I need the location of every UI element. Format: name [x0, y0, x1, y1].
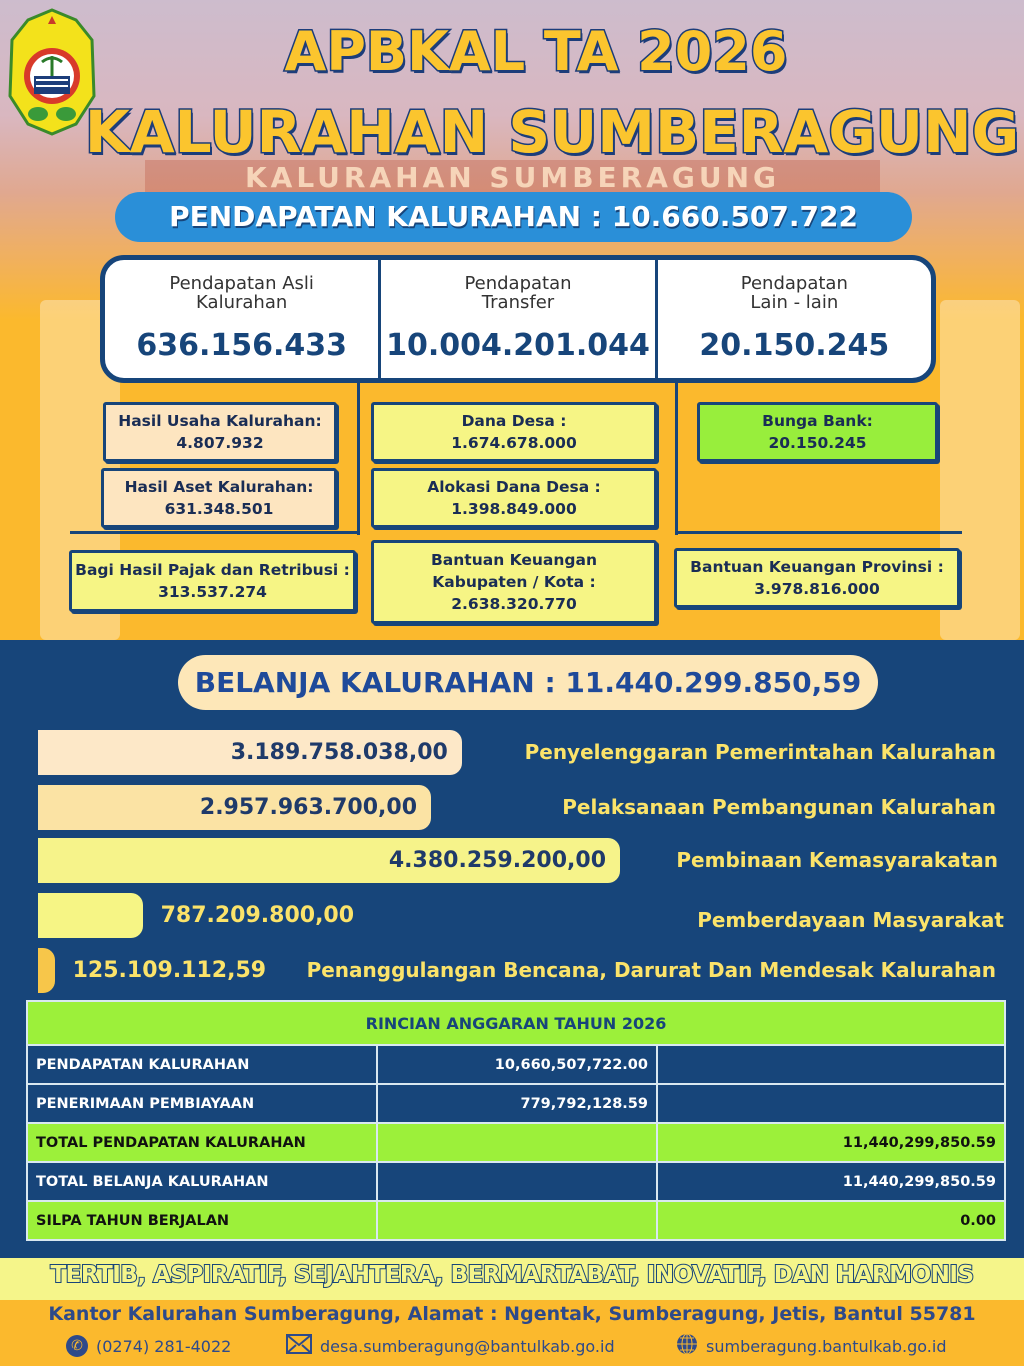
- category-value: 636.156.433: [136, 328, 347, 363]
- row-col3: 11,440,299,850.59: [656, 1122, 1006, 1163]
- belanja-bar-label: Penanggulangan Bencana, Darurat Dan Mend…: [306, 958, 996, 982]
- phone-icon: ✆: [66, 1335, 88, 1357]
- detail-value: 4.807.932: [176, 434, 264, 452]
- detail-value: 2.638.320.770: [451, 595, 577, 613]
- contact-website: sumberagung.bantulkab.go.id: [676, 1333, 947, 1359]
- belanja-bar: [38, 948, 55, 993]
- pendapatan-total: PENDAPATAN KALURAHAN : 10.660.507.722: [115, 192, 912, 242]
- belanja-bar-value: 3.189.758.038,00: [230, 740, 448, 765]
- category-pendapatan-transfer: Pendapatan Transfer 10.004.201.044: [381, 260, 654, 378]
- bantul-logo: [6, 6, 98, 138]
- row-col2: [376, 1200, 658, 1241]
- table-row: SILPA TAHUN BERJALAN 0.00: [26, 1200, 1006, 1241]
- detail-label: Alokasi Dana Desa :: [427, 478, 601, 496]
- table-row: TOTAL BELANJA KALURAHAN 11,440,299,850.59: [26, 1161, 1006, 1202]
- detail-bagi-hasil: Bagi Hasil Pajak dan Retribusi : 313.537.…: [69, 550, 356, 612]
- detail-label: Bantuan Keuangan Kabupaten / Kota :: [430, 551, 597, 591]
- tagline-band: [0, 1258, 1024, 1300]
- belanja-bar-label: Pelaksanaan Pembangunan Kalurahan: [562, 795, 996, 819]
- globe-icon: [676, 1333, 698, 1359]
- row-label: TOTAL BELANJA KALURAHAN: [26, 1161, 378, 1202]
- detail-dana-desa: Dana Desa : 1.674.678.000: [371, 402, 657, 462]
- detail-label: Dana Desa :: [461, 412, 567, 430]
- row-col2: [376, 1122, 658, 1163]
- detail-label: Bagi Hasil Pajak dan Retribusi :: [75, 561, 350, 579]
- phone-number: (0274) 281-4022: [96, 1336, 232, 1356]
- row-col3: 0.00: [656, 1200, 1006, 1241]
- mail-icon: [286, 1334, 312, 1358]
- row-col3: 11,440,299,850.59: [656, 1161, 1006, 1202]
- category-label: Pendapatan Transfer: [464, 273, 572, 313]
- category-pendapatan-asli: Pendapatan Asli Kalurahan 636.156.433: [105, 260, 378, 378]
- connector-line: [675, 380, 678, 535]
- tagline: TERTIB, ASPIRATIF, SEJAHTERA, BERMARTABA…: [49, 1261, 975, 1289]
- row-col2: 10,660,507,722.00: [376, 1044, 658, 1085]
- belanja-bar: [38, 730, 462, 775]
- category-label: Pendapatan Lain - lain: [740, 273, 848, 313]
- email-link[interactable]: desa.sumberagung@bantulkab.go.id: [320, 1336, 615, 1356]
- category-label: Pendapatan Asli Kalurahan: [169, 273, 314, 313]
- category-pendapatan-lain: Pendapatan Lain - lain 20.150.245: [658, 260, 931, 378]
- detail-bunga-bank: Bunga Bank: 20.150.245: [697, 402, 938, 462]
- detail-value: 1.398.849.000: [451, 500, 577, 518]
- row-col2: 779,792,128.59: [376, 1083, 658, 1124]
- table-row: TOTAL PENDAPATAN KALURAHAN 11,440,299,850…: [26, 1122, 1006, 1163]
- detail-hasil-aset: Hasil Aset Kalurahan: 631.348.501: [101, 468, 337, 528]
- detail-label: Hasil Aset Kalurahan:: [124, 478, 314, 496]
- belanja-bar-label: Pemberdayaan Masyarakat: [697, 908, 1004, 932]
- belanja-bar-value: 787.209.800,00: [160, 903, 355, 928]
- belanja-bar-label: Penyelenggaran Pemerintahan Kalurahan: [524, 740, 996, 764]
- belanja-bar-label: Pembinaan Kemasyarakatan: [676, 848, 998, 872]
- belanja-bar: [38, 838, 620, 883]
- belanja-bar-value: 125.109.112,59: [72, 958, 267, 983]
- contact-email: desa.sumberagung@bantulkab.go.id: [286, 1334, 615, 1358]
- row-label: SILPA TAHUN BERJALAN: [26, 1200, 378, 1241]
- belanja-bar: [38, 893, 143, 938]
- connector-line: [70, 531, 360, 534]
- detail-bantuan-provinsi: Bantuan Keuangan Provinsi : 3.978.816.000: [674, 548, 960, 608]
- detail-label: Hasil Usaha Kalurahan:: [118, 412, 322, 430]
- detail-value: 631.348.501: [164, 500, 274, 518]
- belanja-total: BELANJA KALURAHAN : 11.440.299.850,59: [178, 655, 878, 710]
- office-address: Kantor Kalurahan Sumberagung, Alamat : N…: [48, 1303, 976, 1325]
- building-sign: KALURAHAN SUMBERAGUNG: [145, 160, 880, 196]
- detail-alokasi-dana-desa: Alokasi Dana Desa : 1.398.849.000: [371, 468, 657, 528]
- category-value: 10.004.201.044: [386, 328, 650, 363]
- website-link[interactable]: sumberagung.bantulkab.go.id: [706, 1336, 947, 1356]
- detail-value: 3.978.816.000: [754, 580, 880, 598]
- page-title: APBKAL TA 2026: [283, 19, 789, 85]
- divider: [654, 260, 658, 378]
- detail-label: Bunga Bank:: [762, 412, 873, 430]
- connector-line: [675, 531, 962, 534]
- divider: [378, 260, 382, 378]
- detail-hasil-usaha: Hasil Usaha Kalurahan: 4.807.932: [103, 402, 337, 462]
- rincian-anggaran-table: RINCIAN ANGGARAN TAHUN 2026 PENDAPATAN K…: [26, 1000, 1006, 1241]
- detail-value: 1.674.678.000: [451, 434, 577, 452]
- detail-bantuan-kabupaten: Bantuan Keuangan Kabupaten / Kota : 2.638…: [371, 540, 657, 624]
- row-label: TOTAL PENDAPATAN KALURAHAN: [26, 1122, 378, 1163]
- detail-value: 313.537.274: [158, 583, 267, 601]
- table-title: RINCIAN ANGGARAN TAHUN 2026: [26, 1000, 1006, 1046]
- table-row: PENERIMAAN PEMBIAYAAN 779,792,128.59: [26, 1083, 1006, 1124]
- category-value: 20.150.245: [699, 328, 890, 363]
- detail-value: 20.150.245: [768, 434, 867, 452]
- page-subtitle: KALURAHAN SUMBERAGUNG: [83, 97, 1020, 168]
- connector-line: [357, 380, 360, 535]
- belanja-bar-value: 4.380.259.200,00: [388, 848, 606, 873]
- row-label: PENDAPATAN KALURAHAN: [26, 1044, 378, 1085]
- table-row: PENDAPATAN KALURAHAN 10,660,507,722.00: [26, 1044, 1006, 1085]
- row-col3: [656, 1044, 1006, 1085]
- pendapatan-categories: Pendapatan Asli Kalurahan 636.156.433 Pe…: [100, 255, 936, 383]
- belanja-bar: [38, 785, 432, 830]
- row-label: PENERIMAAN PEMBIAYAAN: [26, 1083, 378, 1124]
- belanja-bar-value: 2.957.963.700,00: [199, 795, 418, 820]
- row-col3: [656, 1083, 1006, 1124]
- detail-label: Bantuan Keuangan Provinsi :: [690, 558, 944, 576]
- contact-phone: ✆ (0274) 281-4022: [66, 1334, 231, 1358]
- row-col2: [376, 1161, 658, 1202]
